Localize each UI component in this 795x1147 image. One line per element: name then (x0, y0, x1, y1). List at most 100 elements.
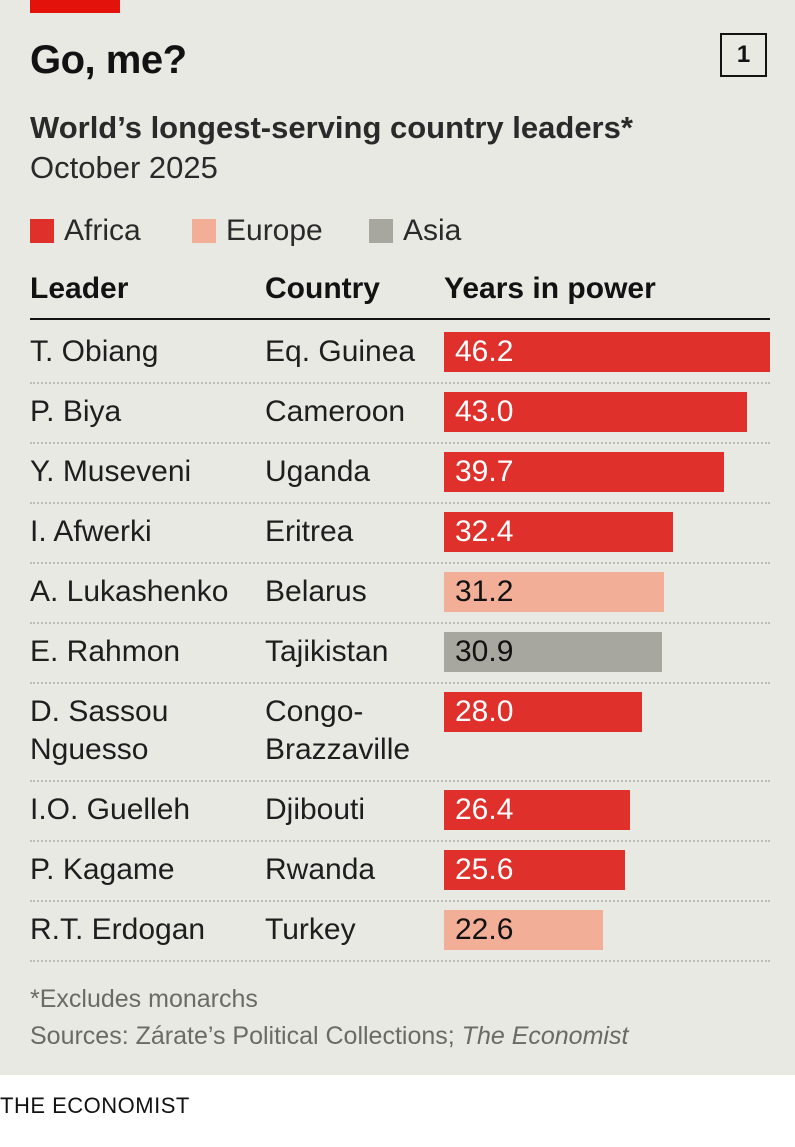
table-row: Y. Museveni Uganda 39.7 (0, 442, 795, 502)
column-header-country: Country (265, 272, 380, 305)
country-name: Eritrea (265, 513, 440, 551)
country-name-line: Congo- (265, 695, 364, 728)
row-separator (30, 382, 770, 384)
table-row: I. Afwerki Eritrea 32.4 (0, 502, 795, 562)
legend-swatch-africa (30, 219, 54, 243)
bar-value-label: 46.2 (455, 335, 514, 368)
bar-africa (444, 850, 625, 890)
bar-value-label: 31.2 (455, 575, 514, 608)
brand-red-tab (30, 0, 120, 13)
table-row: A. Lukashenko Belarus 31.2 (0, 562, 795, 622)
row-separator (30, 900, 770, 902)
country-name-line: Djibouti (265, 793, 366, 826)
leader-name: I. Afwerki (30, 513, 258, 551)
row-separator (30, 780, 770, 782)
bar-africa (444, 790, 630, 830)
country-name: Congo- Brazzaville (265, 693, 440, 769)
leader-name-line: Nguesso (30, 733, 149, 766)
country-name-line: Belarus (265, 575, 367, 608)
table-row: E. Rahmon Tajikistan 30.9 (0, 622, 795, 682)
chart-subtitle: October 2025 (30, 150, 218, 185)
chart-headline: Go, me? (30, 38, 187, 82)
sources-line: Sources: Zárate’s Political Collections;… (30, 1022, 628, 1051)
sources-publication: The Economist (461, 1022, 629, 1050)
footnote: *Excludes monarchs (30, 985, 258, 1013)
leader-name-line: Y. Museveni (30, 455, 192, 488)
country-name-line: Tajikistan (265, 635, 389, 668)
leader-name-line: P. Kagame (30, 853, 175, 886)
bar-europe (444, 572, 664, 612)
legend-label-asia: Asia (403, 214, 462, 247)
leader-name-line: D. Sassou (30, 695, 169, 728)
country-name: Tajikistan (265, 633, 440, 671)
bar-asia (444, 632, 662, 672)
table-row: R.T. Erdogan Turkey 22.6 (0, 900, 795, 960)
legend-label-africa: Africa (64, 214, 141, 247)
bar-value-label: 32.4 (455, 515, 514, 548)
row-separator (30, 442, 770, 444)
bar-africa (444, 452, 724, 492)
bar-africa (444, 692, 642, 732)
leader-name-line: T. Obiang (30, 335, 159, 368)
legend-item-africa: Africa (30, 213, 141, 249)
leader-name: Y. Museveni (30, 453, 258, 491)
country-name-line: Turkey (265, 913, 356, 946)
leader-name-line: P. Biya (30, 395, 122, 428)
header-rule (30, 318, 770, 320)
row-separator (30, 682, 770, 684)
leader-name: D. Sassou Nguesso (30, 693, 258, 769)
chart-number-badge: 1 (720, 33, 767, 77)
country-name: Rwanda (265, 851, 440, 889)
chart-panel: Go, me? 1 World’s longest-serving countr… (0, 0, 795, 1075)
row-separator (30, 502, 770, 504)
bar-africa (444, 332, 770, 372)
country-name-line: Eritrea (265, 515, 354, 548)
bar-europe (444, 910, 603, 950)
country-name: Djibouti (265, 791, 440, 829)
table-row: T. Obiang Eq. Guinea 46.2 (0, 322, 795, 382)
bar-value-label: 28.0 (455, 695, 514, 728)
column-header-leader: Leader (30, 272, 129, 305)
country-name: Turkey (265, 911, 440, 949)
leader-name: P. Kagame (30, 851, 258, 889)
column-header-years: Years in power (444, 272, 656, 305)
country-name: Uganda (265, 453, 440, 491)
country-name-line: Eq. Guinea (265, 335, 416, 368)
leader-name: T. Obiang (30, 333, 258, 371)
row-separator (30, 960, 770, 962)
leader-name: R.T. Erdogan (30, 911, 258, 949)
leader-name-line: A. Lukashenko (30, 575, 229, 608)
leader-name-line: R.T. Erdogan (30, 913, 206, 946)
leader-name: E. Rahmon (30, 633, 258, 671)
leader-name-line: E. Rahmon (30, 635, 181, 668)
legend-item-asia: Asia (369, 213, 461, 249)
table-row: D. Sassou Nguesso Congo- Brazzaville 28.0 (0, 682, 795, 780)
bar-africa (444, 392, 747, 432)
country-name-line: Cameroon (265, 395, 406, 428)
bar-value-label: 22.6 (455, 913, 514, 946)
sources-text: Sources: Zárate’s Political Collections; (30, 1022, 462, 1050)
row-separator (30, 562, 770, 564)
table-row: P. Biya Cameroon 43.0 (0, 382, 795, 442)
row-separator (30, 622, 770, 624)
country-name-line: Rwanda (265, 853, 376, 886)
bar-value-label: 30.9 (455, 635, 514, 668)
legend-label-europe: Europe (226, 214, 323, 247)
chart-title: World’s longest-serving country leaders* (30, 110, 633, 145)
table-row: P. Kagame Rwanda 25.6 (0, 840, 795, 900)
row-separator (30, 840, 770, 842)
bar-value-label: 26.4 (455, 793, 514, 826)
brand-wordmark: THE ECONOMIST (0, 1093, 190, 1118)
country-name: Belarus (265, 573, 440, 611)
country-name: Eq. Guinea (265, 333, 440, 371)
country-name: Cameroon (265, 393, 440, 431)
country-name-line: Brazzaville (265, 733, 411, 766)
bar-value-label: 39.7 (455, 455, 514, 488)
bar-value-label: 25.6 (455, 853, 514, 886)
leader-name-line: I.O. Guelleh (30, 793, 191, 826)
country-name-line: Uganda (265, 455, 371, 488)
legend-item-europe: Europe (192, 213, 323, 249)
leader-name: A. Lukashenko (30, 573, 258, 611)
leader-name: P. Biya (30, 393, 258, 431)
legend-swatch-europe (192, 219, 216, 243)
